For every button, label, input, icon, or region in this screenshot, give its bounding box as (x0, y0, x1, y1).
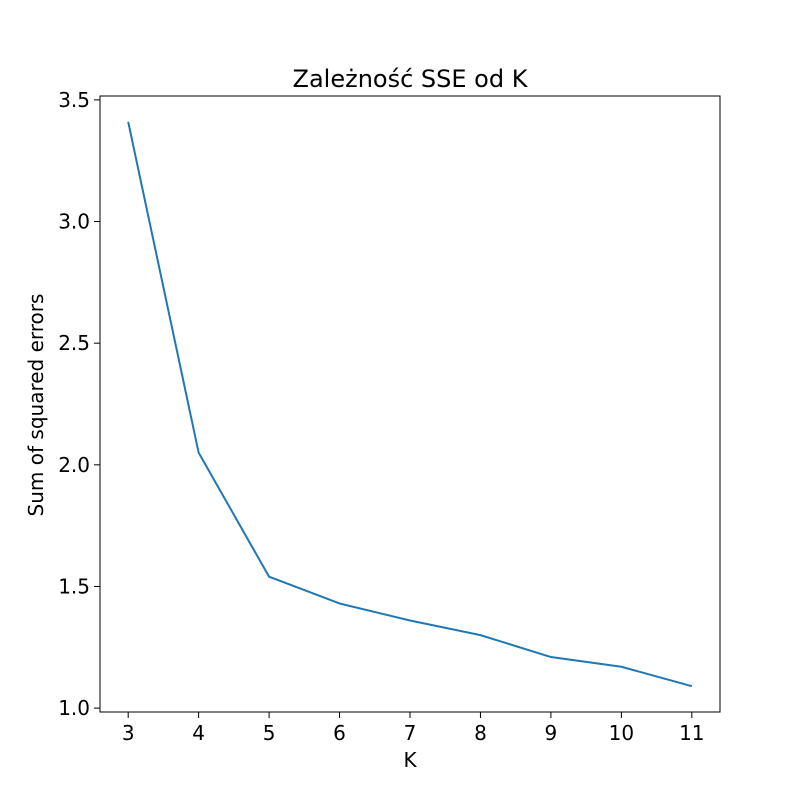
x-axis: 3 4 5 6 7 8 9 10 11 (122, 712, 705, 745)
plot-area (127, 121, 693, 688)
y-tick-label: 1.0 (58, 696, 90, 720)
x-tick-label: 7 (404, 721, 417, 745)
series-line-0 (127, 121, 693, 688)
y-tick-label: 2.0 (58, 453, 90, 477)
x-tick-label: 8 (474, 721, 487, 745)
y-axis: 1.0 1.5 2.0 2.5 3.0 3.5 (58, 88, 100, 720)
y-tick-label: 3.5 (58, 88, 90, 112)
x-tick-label: 6 (333, 721, 346, 745)
x-tick-label: 10 (609, 721, 634, 745)
y-tick-label: 1.5 (58, 574, 90, 598)
x-axis-label: K (403, 748, 417, 772)
x-tick-label: 9 (545, 721, 558, 745)
y-tick-label: 3.0 (58, 210, 90, 234)
chart-title: Zależność SSE od K (293, 65, 529, 93)
x-tick-label: 4 (192, 721, 205, 745)
y-tick-label: 2.5 (58, 331, 90, 355)
x-tick-label: 3 (122, 721, 135, 745)
x-tick-label: 11 (679, 721, 704, 745)
y-axis-label: Sum of squared errors (24, 294, 48, 517)
x-tick-label: 5 (263, 721, 276, 745)
